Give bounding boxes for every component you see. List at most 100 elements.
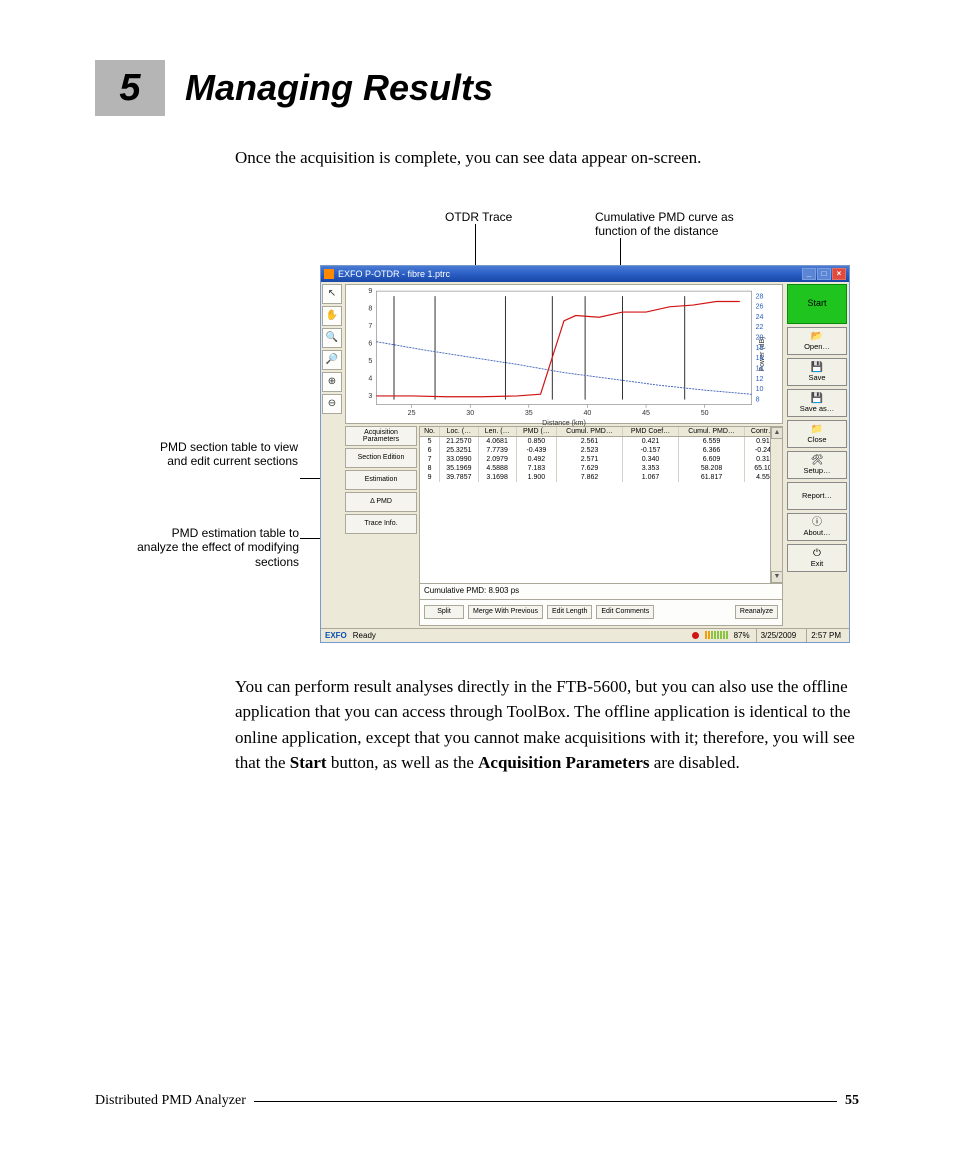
svg-text:25: 25	[408, 409, 416, 417]
svg-text:28: 28	[756, 292, 764, 300]
svg-text:6: 6	[368, 339, 372, 347]
svg-text:45: 45	[642, 409, 650, 417]
pointer-tool[interactable]: ↖	[322, 284, 342, 304]
setup-icon: 🛠	[811, 456, 824, 466]
svg-text:8: 8	[756, 395, 760, 403]
chapter-header: 5 Managing Results	[95, 60, 859, 116]
edit-comments-button[interactable]: Edit Comments	[596, 605, 654, 619]
section-actions: Split Merge With Previous Edit Length Ed…	[420, 599, 782, 625]
figure: OTDR Trace Cumulative PMD curve as funct…	[95, 210, 865, 650]
svg-text:4: 4	[368, 374, 372, 382]
info-icon: ⓘ	[812, 518, 822, 528]
about-button[interactable]: ⓘAbout…	[787, 513, 847, 541]
zoom-area-tool[interactable]: 🔍	[322, 328, 342, 348]
section-table: No.Loc. (…Len. (…PMD (…Cumul. PMD…PMD Co…	[419, 426, 783, 626]
table-row[interactable]: 835.19694.58887.1837.6293.35358.20865.10	[420, 464, 782, 473]
svg-text:14: 14	[756, 364, 764, 372]
svg-text:50: 50	[701, 409, 709, 417]
folder-open-icon: 📂	[811, 332, 823, 342]
tab-section-edition[interactable]: Section Edition	[345, 448, 417, 468]
open-button[interactable]: 📂Open…	[787, 327, 847, 355]
svg-text:5: 5	[368, 357, 372, 365]
window-title: EXFO P-OTDR - fibre 1.ptrc	[338, 269, 802, 279]
callout-otdr-trace: OTDR Trace	[445, 210, 512, 224]
table-row[interactable]: 733.09902.09790.4922.5710.3406.6090.31	[420, 455, 782, 464]
chapter-number: 5	[95, 60, 165, 116]
zoom-in-tool[interactable]: ⊕	[322, 372, 342, 392]
status-time: 2:57 PM	[806, 629, 845, 642]
start-button[interactable]: Start	[787, 284, 847, 324]
merge-button[interactable]: Merge With Previous	[468, 605, 543, 619]
close-file-button[interactable]: 📁Close	[787, 420, 847, 448]
svg-text:26: 26	[756, 302, 764, 310]
callout-section-table: PMD section table to view and edit curre…	[143, 440, 298, 469]
scroll-up-icon[interactable]: ▲	[771, 427, 782, 439]
page-footer: Distributed PMD Analyzer 55	[95, 1093, 859, 1109]
table-scrollbar[interactable]: ▲ ▼	[770, 427, 782, 583]
tab-acquisition-parameters[interactable]: Acquisition Parameters	[345, 426, 417, 446]
svg-text:35: 35	[525, 409, 533, 417]
table-row[interactable]: 521.25704.06810.8502.5610.4216.5590.91	[420, 436, 782, 446]
folder-icon: 📁	[811, 425, 823, 435]
report-button[interactable]: Report…	[787, 482, 847, 510]
callout-estimation-table: PMD estimation table to analyze the effe…	[129, 526, 299, 569]
cumulative-pmd-label: Cumulative PMD: 8.903 ps	[420, 583, 782, 599]
command-panel: Start 📂Open… 💾Save 💾Save as… 📁Close 🛠Set…	[785, 282, 849, 628]
status-bar: EXFO Ready 87% 3/25/2009 2:57 PM	[321, 628, 849, 642]
svg-text:9: 9	[368, 287, 372, 295]
save-button[interactable]: 💾Save	[787, 358, 847, 386]
zoom-out-tool[interactable]: ⊖	[322, 394, 342, 414]
save-as-button[interactable]: 💾Save as…	[787, 389, 847, 417]
power-icon: ⏻	[813, 549, 821, 559]
intro-paragraph: Once the acquisition is complete, you ca…	[235, 146, 859, 170]
minimize-button[interactable]: _	[802, 268, 816, 280]
table-header[interactable]: PMD Coef…	[622, 427, 678, 437]
save-icon: 💾	[811, 363, 823, 373]
status-text: Ready	[353, 631, 376, 640]
svg-text:8: 8	[368, 304, 372, 312]
recording-icon	[692, 632, 699, 639]
edit-length-button[interactable]: Edit Length	[547, 605, 592, 619]
svg-text:10: 10	[756, 385, 764, 393]
table-row[interactable]: 625.32517.7739-0.4392.523-0.1576.366-0.2…	[420, 446, 782, 455]
pan-tool[interactable]: ✋	[322, 306, 342, 326]
svg-text:12: 12	[756, 375, 764, 383]
close-button[interactable]: ×	[832, 268, 846, 280]
tab-estimation[interactable]: Estimation	[345, 470, 417, 490]
data-table[interactable]: No.Loc. (…Len. (…PMD (…Cumul. PMD…PMD Co…	[420, 427, 782, 482]
exit-button[interactable]: ⏻Exit	[787, 544, 847, 572]
battery-icon	[705, 631, 728, 639]
svg-text:22: 22	[756, 323, 764, 331]
maximize-button[interactable]: □	[817, 268, 831, 280]
window-titlebar[interactable]: EXFO P-OTDR - fibre 1.ptrc _ □ ×	[321, 266, 849, 282]
table-header[interactable]: Len. (…	[478, 427, 516, 437]
status-date: 3/25/2009	[756, 629, 801, 642]
table-header[interactable]: Cumul. PMD…	[679, 427, 745, 437]
tab-delta-pmd[interactable]: Δ PMD	[345, 492, 417, 512]
panel-tabs: Acquisition Parameters Section Edition E…	[345, 426, 417, 626]
svg-text:24: 24	[756, 313, 764, 321]
zoom-tool[interactable]: 🔎	[322, 350, 342, 370]
split-button[interactable]: Split	[424, 605, 464, 619]
tab-trace-info[interactable]: Trace Info.	[345, 514, 417, 534]
svg-text:18: 18	[756, 344, 764, 352]
callout-pmd-curve: Cumulative PMD curve as function of the …	[595, 210, 765, 239]
chapter-title: Managing Results	[185, 67, 493, 109]
svg-text:40: 40	[584, 409, 592, 417]
body-paragraph: You can perform result analyses directly…	[235, 674, 859, 776]
table-header[interactable]: Cumul. PMD…	[557, 427, 623, 437]
table-header[interactable]: No.	[420, 427, 440, 437]
otdr-pmd-chart[interactable]: Cumulative PMD (ps) Power (dB) 253035404…	[345, 284, 783, 424]
svg-text:3: 3	[368, 392, 372, 400]
footer-doc-title: Distributed PMD Analyzer	[95, 1093, 246, 1109]
table-row[interactable]: 939.78573.16981.9007.8621.06761.8174.55	[420, 473, 782, 482]
svg-text:16: 16	[756, 354, 764, 362]
table-header[interactable]: Loc. (…	[440, 427, 479, 437]
svg-text:7: 7	[368, 322, 372, 330]
scroll-down-icon[interactable]: ▼	[771, 571, 782, 583]
brand-label: EXFO	[325, 631, 347, 640]
setup-button[interactable]: 🛠Setup…	[787, 451, 847, 479]
table-header[interactable]: PMD (…	[516, 427, 556, 437]
reanalyze-button[interactable]: Reanalyze	[735, 605, 778, 619]
save-as-icon: 💾	[811, 394, 823, 404]
